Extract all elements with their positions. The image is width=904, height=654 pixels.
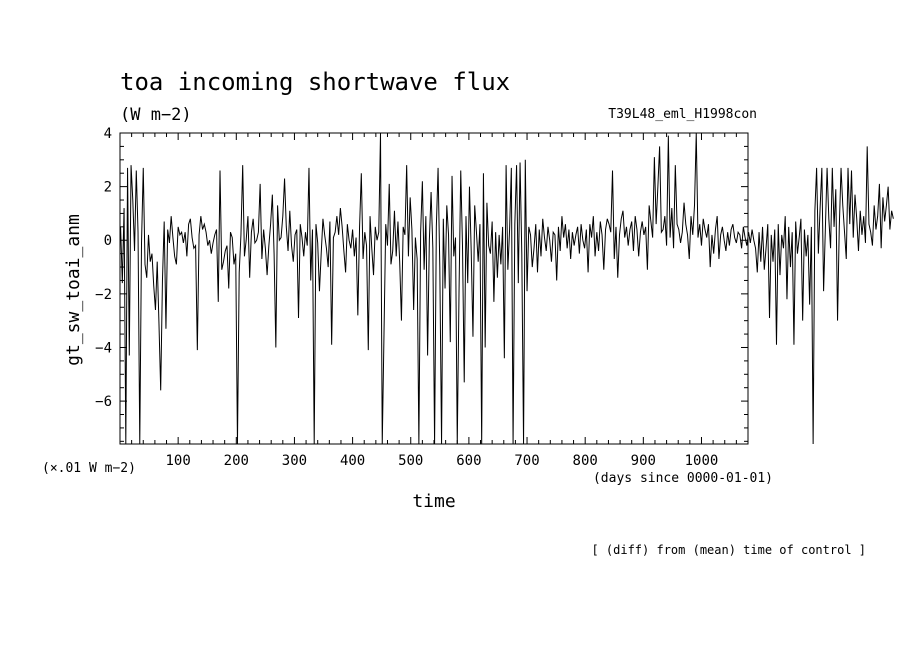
experiment-label: T39L48_eml_H1998con	[608, 107, 757, 122]
x-tick-label: 700	[514, 453, 539, 469]
x-tick-label: 400	[340, 453, 365, 469]
x-tick-label: 800	[573, 453, 598, 469]
x-tick-label: 100	[165, 453, 190, 469]
x-tick-label: 900	[631, 453, 656, 469]
x-axis: 100 200 300 400 500 600 700 800 900 1000	[119, 133, 749, 469]
y-tick-label: 4	[104, 126, 112, 142]
y-scale-note: (×.01 W m−2)	[42, 461, 136, 476]
y-tick-label: −6	[95, 394, 112, 410]
plot-area	[120, 132, 894, 445]
chart-title: toa incoming shortwave flux	[120, 68, 510, 96]
x-axis-label: time	[412, 491, 455, 512]
y-tick-label: −4	[95, 340, 112, 356]
y-tick-label: 0	[104, 233, 112, 249]
series-line	[120, 132, 894, 445]
x-tick-label: 600	[456, 453, 481, 469]
units-label: (W m−2)	[120, 105, 192, 125]
y-tick-label: −2	[95, 287, 112, 303]
x-units-label: (days since 0000-01-01)	[593, 471, 773, 486]
y-axis: 4 2 0 −2 −4 −6	[95, 126, 748, 442]
y-axis-label: gt_sw_toai_anm	[63, 214, 84, 366]
footnote: [ (diff) from (mean) time of control ]	[591, 543, 866, 557]
x-tick-label: 1000	[685, 453, 719, 469]
x-tick-label: 500	[398, 453, 423, 469]
x-tick-label: 200	[224, 453, 249, 469]
x-tick-label: 300	[282, 453, 307, 469]
y-tick-label: 2	[104, 180, 112, 196]
